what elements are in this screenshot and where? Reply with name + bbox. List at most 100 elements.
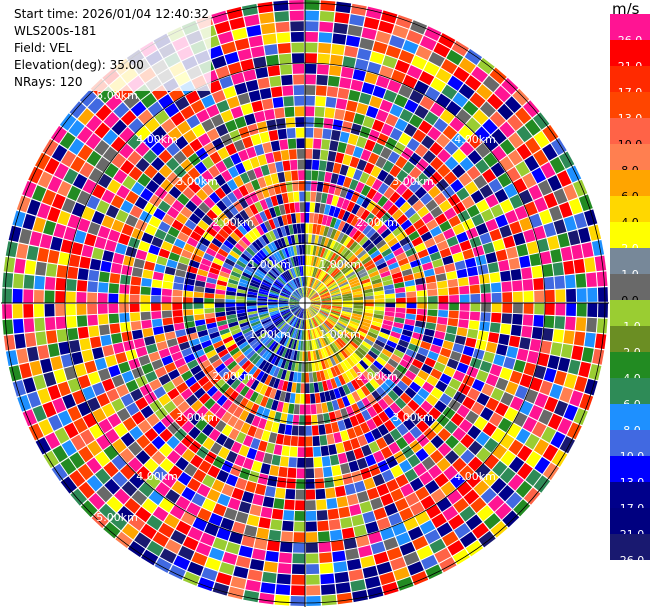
velocity-gate: [484, 454, 500, 470]
velocity-gate: [315, 224, 322, 235]
velocity-gate: [366, 188, 377, 200]
velocity-gate: [346, 393, 356, 405]
velocity-gate: [506, 423, 522, 439]
velocity-gate: [128, 358, 141, 370]
velocity-gate: [494, 402, 509, 417]
velocity-gate: [162, 381, 176, 393]
velocity-gate: [246, 300, 257, 303]
velocity-gate: [315, 488, 326, 500]
velocity-gate: [288, 269, 294, 279]
velocity-gate: [370, 250, 381, 259]
velocity-gate: [116, 407, 131, 422]
velocity-gate: [264, 351, 273, 361]
velocity-gate: [208, 165, 221, 178]
velocity-gate: [290, 21, 304, 32]
velocity-gate: [331, 328, 341, 337]
velocity-gate: [504, 407, 519, 422]
velocity-gate: [53, 223, 67, 239]
velocity-gate: [277, 263, 285, 273]
velocity-gate: [377, 195, 389, 208]
velocity-gate: [312, 267, 317, 278]
velocity-gate: [319, 203, 326, 214]
velocity-gate: [330, 311, 341, 317]
velocity-gate: [380, 327, 391, 335]
velocity-gate: [168, 465, 183, 480]
velocity-gate: [195, 147, 209, 161]
velocity-gate: [277, 42, 291, 54]
velocity-gate: [52, 445, 68, 463]
velocity-gate: [268, 304, 278, 307]
velocity-gate: [573, 258, 586, 274]
velocity-gate: [587, 287, 598, 302]
velocity-gate: [292, 306, 301, 313]
velocity-gate: [215, 311, 226, 318]
velocity-gate: [209, 191, 221, 204]
velocity-gate: [531, 265, 543, 279]
velocity-gate: [422, 150, 436, 164]
velocity-gate: [303, 287, 305, 298]
velocity-gate: [306, 288, 311, 298]
velocity-gate: [276, 345, 283, 355]
velocity-gate: [92, 408, 107, 423]
velocity-gate: [456, 268, 468, 279]
velocity-gate: [51, 463, 68, 482]
velocity-gate: [462, 100, 479, 116]
start-time-text: Start time: 2026/01/04 12:40:32: [14, 7, 209, 21]
velocity-gate: [326, 194, 334, 205]
velocity-gate: [214, 233, 226, 244]
velocity-gate: [414, 353, 427, 363]
velocity-gate: [299, 277, 303, 287]
velocity-gate: [399, 236, 411, 247]
velocity-gate: [27, 391, 42, 408]
velocity-gate: [104, 428, 120, 444]
velocity-gate: [373, 313, 384, 320]
velocity-gate: [66, 315, 77, 328]
velocity-gate: [404, 370, 417, 381]
velocity-gate: [305, 425, 312, 436]
velocity-gate: [342, 473, 354, 485]
velocity-gate: [463, 489, 480, 505]
velocity-gate: [231, 487, 244, 501]
velocity-gate: [302, 340, 305, 351]
velocity-gate: [371, 119, 385, 132]
velocity-gate: [295, 266, 300, 277]
velocity-gate: [190, 454, 204, 468]
velocity-gate: [373, 450, 385, 463]
velocity-gate: [357, 434, 368, 447]
velocity-gate: [265, 442, 275, 454]
velocity-gate: [57, 410, 73, 427]
velocity-gate: [305, 85, 316, 96]
velocity-gate: [305, 479, 315, 489]
velocity-gate: [121, 223, 134, 237]
velocity-gate: [173, 165, 187, 179]
velocity-gate: [554, 400, 569, 417]
velocity-gate: [289, 446, 298, 457]
velocity-gate: [317, 531, 330, 542]
velocity-gate: [337, 208, 346, 220]
velocity-gate: [475, 142, 491, 158]
velocity-gate: [301, 362, 305, 372]
velocity-gate: [386, 340, 398, 349]
velocity-gate: [251, 100, 264, 113]
velocity-gate: [489, 272, 501, 283]
velocity-gate: [217, 275, 229, 283]
velocity-gate: [492, 460, 508, 477]
velocity-gate: [444, 141, 459, 156]
velocity-gate: [376, 483, 390, 497]
velocity-gate: [320, 192, 328, 204]
velocity-gate: [242, 136, 254, 149]
velocity-gate: [238, 501, 252, 514]
velocity-gate: [309, 307, 317, 315]
velocity-gate: [171, 219, 184, 231]
velocity-gate: [234, 454, 246, 467]
velocity-gate: [294, 95, 305, 106]
velocity-gate: [204, 312, 215, 319]
velocity-gate: [35, 152, 51, 170]
velocity-gate: [230, 378, 241, 390]
velocity-gate: [47, 176, 63, 193]
velocity-gate: [207, 80, 222, 94]
velocity-gate: [343, 110, 356, 123]
velocity-gate: [393, 247, 405, 257]
colorbar-swatch: [610, 430, 650, 456]
velocity-gate: [465, 117, 481, 133]
